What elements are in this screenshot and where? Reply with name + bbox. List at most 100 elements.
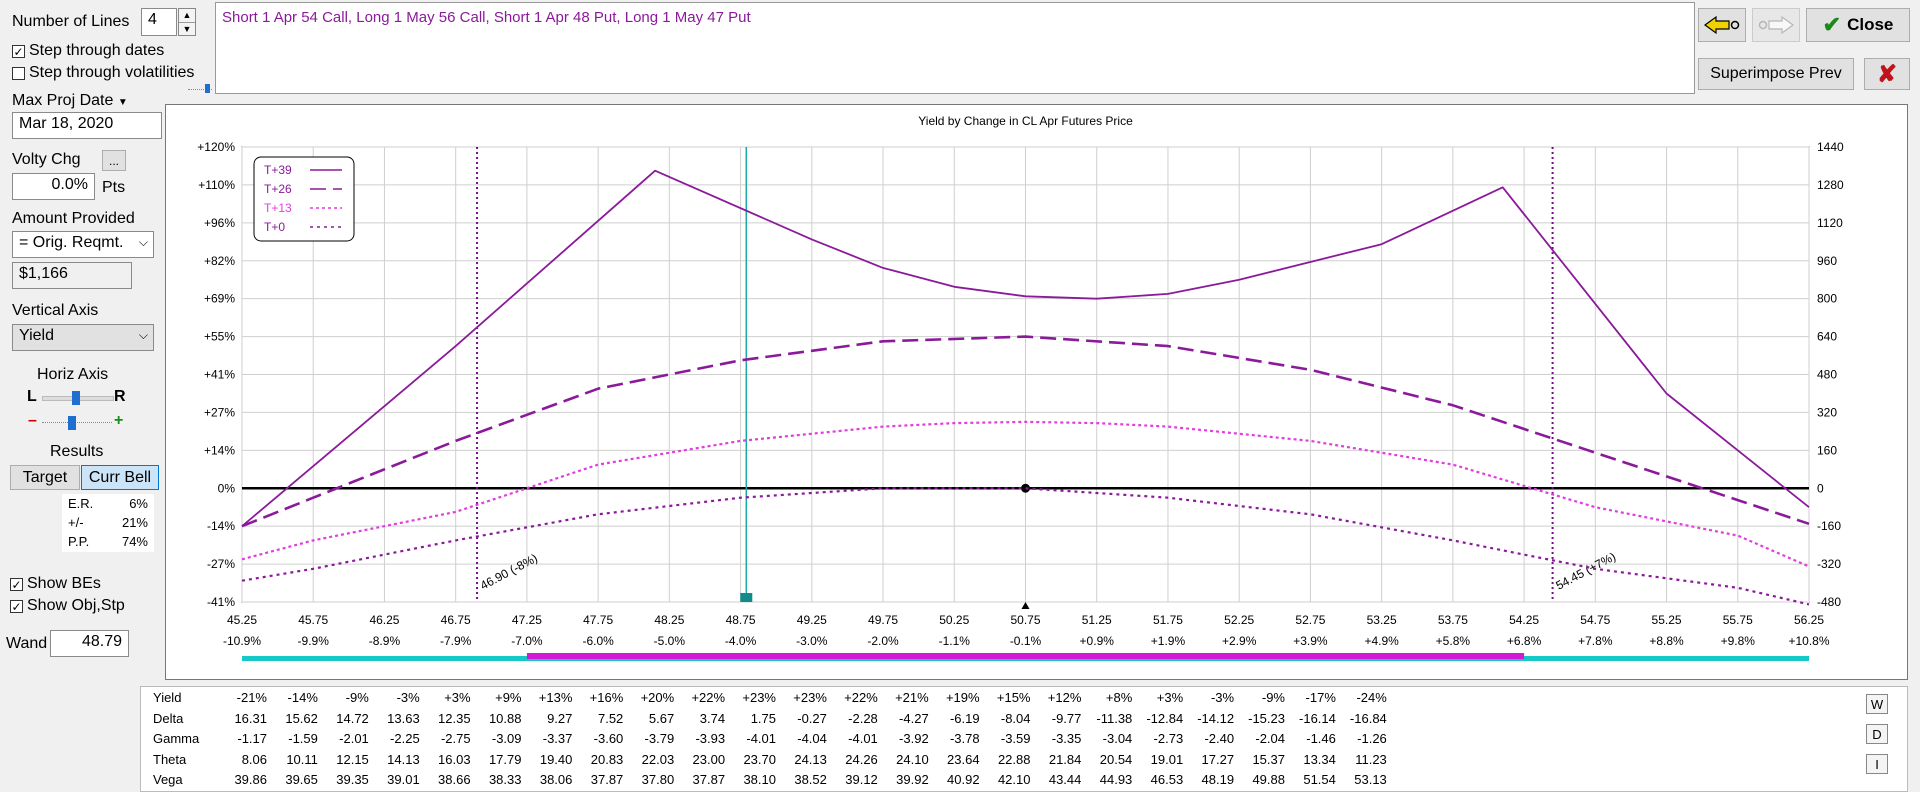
greeks-cell: -8.04 (1000, 710, 1031, 726)
greeks-cell: +3% (1156, 690, 1184, 705)
horiz-pan-slider[interactable] (42, 391, 114, 405)
wand-field[interactable]: 48.79 (50, 630, 129, 657)
step-dates-checkbox[interactable]: ✓ Step through dates (12, 42, 164, 60)
show-objstp-checkbox[interactable]: ✓ Show Obj,Stp (10, 597, 125, 615)
y-right-tick-label: -160 (1817, 519, 1841, 533)
prev-arrow-button[interactable] (1698, 8, 1746, 42)
spin-down-icon[interactable]: ▼ (182, 24, 192, 34)
greeks-cell: 38.06 (539, 772, 573, 787)
greeks-cell: -0.27 (797, 710, 827, 726)
cancel-button[interactable]: ✘ (1864, 58, 1910, 90)
greeks-cell: -3% (396, 690, 420, 705)
volty-options-button[interactable]: ... (102, 150, 126, 171)
num-lines-input[interactable]: 4 (141, 8, 177, 36)
vertical-axis-label: Vertical Axis (12, 302, 99, 319)
superimpose-prev-button[interactable]: Superimpose Prev (1698, 58, 1854, 90)
greeks-cell: 22.88 (997, 751, 1031, 767)
greeks-cell: 39.86 (234, 772, 267, 787)
greeks-cell: -3% (1210, 690, 1235, 705)
amount-provided-select[interactable]: = Orig. Reqmt. ⌵ (12, 231, 154, 258)
x-tick-label: 53.75 (1438, 613, 1468, 627)
stat-row: E.R. 6% (66, 496, 150, 514)
greeks-cell: -3.60 (593, 731, 624, 746)
next-arrow-button[interactable] (1752, 8, 1800, 42)
num-lines-spinner[interactable]: ▲ ▼ (178, 8, 196, 36)
vertical-axis-select[interactable]: Yield ⌵ (12, 324, 154, 351)
x-tick-label: 55.75 (1723, 613, 1753, 627)
greeks-cell: 15.62 (285, 710, 318, 726)
x-pct-label: -7.0% (511, 634, 543, 648)
max-proj-date-field[interactable]: Mar 18, 2020 (12, 112, 162, 139)
show-bes-checkbox[interactable]: ✓ Show BEs (10, 575, 101, 593)
greeks-cell: -2.01 (339, 731, 369, 746)
series-line-Tplus39[interactable] (241, 169, 1810, 527)
greeks-cell: 39.92 (896, 772, 929, 787)
horiz-l-label: L (27, 388, 37, 405)
stat-key: E.R. (68, 496, 94, 511)
x-pct-label: +10.8% (1788, 634, 1829, 648)
mini-slider-icon[interactable] (188, 84, 212, 94)
x-tick-label: 45.25 (227, 613, 257, 627)
step-vol-label: Step through volatilities (29, 64, 195, 81)
greeks-cell: 51.54 (1303, 772, 1336, 787)
greeks-cell: 23.70 (743, 751, 776, 767)
greeks-cell: -17% (1305, 690, 1336, 705)
greeks-cell: -1.46 (1306, 731, 1336, 746)
greeks-cell: 19.01 (1150, 751, 1184, 767)
greeks-cell: 37.87 (590, 772, 624, 787)
greeks-cell: +8% (1105, 690, 1133, 705)
x-pct-label: -3.0% (796, 634, 828, 648)
y-right-tick-label: 800 (1817, 292, 1837, 306)
spin-up-icon[interactable]: ▲ (179, 9, 195, 23)
y-left-tick-label: -41% (207, 595, 235, 609)
i-button[interactable]: I (1866, 754, 1888, 774)
series-line-Tplus26[interactable] (241, 335, 1810, 528)
target-button[interactable]: Target (10, 465, 80, 490)
greeks-cell: 38.66 (438, 772, 471, 787)
greeks-cell: 39.35 (336, 772, 369, 787)
horiz-zoom-slider[interactable] (42, 416, 112, 430)
y-left-tick-label: +55% (204, 330, 235, 344)
greeks-cell: -3.59 (1000, 731, 1031, 746)
current-price-marker (1021, 602, 1030, 609)
greeks-cell: +23% (793, 690, 827, 705)
stat-row: +/- 21% (66, 515, 150, 533)
checkbox-checked-icon[interactable]: ✓ (12, 44, 25, 59)
chart-svg[interactable]: Yield by Change in CL Apr Futures Price 4… (166, 105, 1907, 679)
greeks-cell: -14.12 (1197, 710, 1235, 726)
close-button[interactable]: ✔ Close (1806, 8, 1910, 42)
series-line-Tplus0[interactable] (241, 487, 1810, 606)
greeks-cell: +22% (691, 690, 726, 705)
x-tick-label: 46.25 (369, 613, 399, 627)
checkbox-checked-icon[interactable]: ✓ (10, 599, 23, 614)
stat-key: P.P. (68, 534, 90, 549)
step-vol-checkbox[interactable]: Step through volatilities (12, 64, 194, 82)
position-description[interactable]: Short 1 Apr 54 Call, Long 1 May 56 Call,… (215, 2, 1695, 94)
greeks-cell: 15.37 (1252, 751, 1285, 767)
greeks-cell: -24% (1356, 690, 1387, 705)
greeks-cell: -2.25 (390, 731, 420, 746)
yield-chart[interactable]: Yield by Change in CL Apr Futures Price 4… (165, 104, 1908, 680)
y-right-tick-label: 640 (1817, 330, 1837, 344)
curr-bell-button[interactable]: Curr Bell (81, 465, 159, 490)
checkbox-checked-icon[interactable]: ✓ (10, 577, 23, 592)
d-button[interactable]: D (1866, 724, 1888, 744)
current-price-dot (1021, 483, 1030, 493)
volty-chg-field[interactable]: 0.0% (12, 173, 95, 200)
greeks-cell: -11.38 (1096, 710, 1133, 726)
greeks-cell: +23% (742, 690, 776, 705)
series-line-Tplus13[interactable] (241, 420, 1810, 568)
greeks-cell: -2.75 (440, 731, 471, 746)
x-tick-label: 52.75 (1295, 613, 1325, 627)
wand-handle[interactable] (740, 593, 753, 602)
w-button[interactable]: W (1866, 694, 1888, 714)
greeks-cell: 10.11 (286, 751, 318, 767)
checkbox-unchecked-icon[interactable] (12, 66, 25, 80)
greeks-cell: 38.52 (794, 772, 827, 787)
step-dates-label: Step through dates (29, 42, 165, 59)
greeks-cell: 40.92 (947, 772, 980, 787)
greeks-row: Vega 39.86 39.65 39.35 39.01 38.66 38.33 38.06 3… (141, 772, 1841, 791)
max-proj-date-label[interactable]: Max Proj Date ▼ (12, 92, 128, 109)
greeks-cell: 49.88 (1252, 772, 1285, 787)
legend-box (253, 156, 355, 242)
